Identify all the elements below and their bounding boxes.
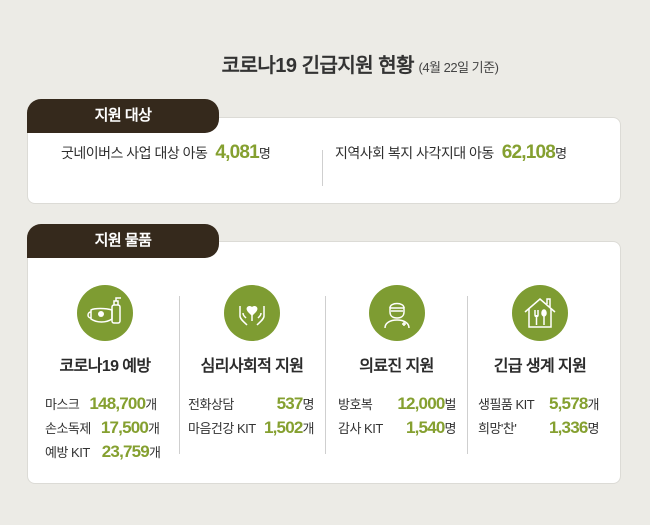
item-unit: 명: [302, 397, 315, 412]
house-meal-icon: [512, 285, 568, 341]
stat-unit: 명: [258, 146, 271, 161]
column-title: 심리사회적 지원: [200, 358, 304, 375]
hands-heart-icon: [224, 285, 280, 341]
target-section-tab: 지원 대상: [27, 99, 219, 133]
item-label: 전화상담: [188, 397, 234, 412]
item-label: 손소독제: [45, 421, 91, 436]
column-title: 의료진 지원: [359, 358, 434, 375]
stat-label: 지역사회 복지 사각지대 아동: [335, 145, 494, 161]
mask-sanitizer-icon: [77, 285, 133, 341]
column-title: 코로나19 예방: [59, 358, 151, 375]
item-unit: 개: [145, 397, 157, 412]
item-value: 148,700: [89, 394, 146, 413]
item-value: 537: [276, 394, 304, 413]
supply-item: 생필품 KIT 5,578 개: [478, 394, 600, 418]
item-value: 1,502: [263, 418, 303, 437]
item-unit: 명: [444, 421, 457, 436]
divider: [179, 296, 180, 454]
item-unit: 개: [148, 421, 160, 436]
title-main: 코로나19 긴급지원 현황: [221, 55, 415, 77]
item-label: 예방 KIT: [45, 445, 90, 460]
stat-value: 62,108: [501, 142, 556, 163]
supply-item: 감사 KIT 1,540 명: [338, 418, 457, 442]
supply-item: 마스크 148,700 개: [45, 394, 177, 418]
supply-column-psychosocial: 심리사회적 지원 전화상담 537 명 마음건강 KIT 1,502 개: [180, 285, 324, 442]
item-value: 23,759: [101, 442, 150, 461]
supply-section-tab: 지원 물품: [27, 224, 219, 258]
item-label: 희망'찬': [478, 421, 517, 436]
page-title: 코로나19 긴급지원 현황 (4월 22일 기준): [0, 49, 650, 78]
supply-item: 방호복 12,000 벌: [338, 394, 457, 418]
supply-item: 예방 KIT 23,759 개: [45, 442, 177, 466]
item-label: 감사 KIT: [338, 421, 383, 436]
item-value: 12,000: [397, 394, 445, 413]
item-value: 5,578: [548, 394, 588, 413]
supply-column-prevention: 코로나19 예방 마스크 148,700 개 손소독제 17,500 개 예방 KIT 2…: [33, 285, 177, 466]
stat-label: 굿네이버스 사업 대상 아동: [61, 145, 208, 161]
stat-unit: 명: [555, 146, 567, 161]
item-value: 1,336: [548, 418, 588, 437]
item-value: 17,500: [100, 418, 149, 437]
title-date: (4월 22일 기준): [418, 60, 499, 75]
divider: [325, 296, 326, 454]
item-unit: 개: [148, 445, 161, 460]
divider: [322, 150, 323, 186]
item-unit: 명: [587, 421, 600, 436]
divider: [467, 296, 468, 454]
item-label: 마스크: [45, 397, 80, 412]
supply-item: 마음건강 KIT 1,502 개: [188, 418, 315, 442]
item-label: 마음건강 KIT: [188, 421, 256, 436]
item-label: 생필품 KIT: [478, 397, 535, 412]
supply-column-livelihood: 긴급 생계 지원 생필품 KIT 5,578 개 희망'찬' 1,336 명: [468, 285, 612, 442]
supply-column-medical: 의료진 지원 방호복 12,000 벌 감사 KIT 1,540 명: [326, 285, 467, 442]
medical-staff-icon: [368, 285, 425, 341]
column-title: 긴급 생계 지원: [493, 358, 587, 375]
item-unit: 벌: [444, 397, 457, 412]
supply-item: 손소독제 17,500 개: [45, 418, 177, 442]
stat-community: 지역사회 복지 사각지대 아동 62,108 명: [335, 142, 567, 164]
item-label: 방호복: [338, 397, 373, 412]
supply-item: 전화상담 537 명: [188, 394, 315, 418]
supply-item: 희망'찬' 1,336 명: [478, 418, 600, 442]
item-value: 1,540: [405, 418, 445, 437]
item-unit: 개: [587, 397, 600, 412]
supply-section-card: [27, 241, 621, 484]
stat-goodneighbors: 굿네이버스 사업 대상 아동 4,081 명: [61, 142, 271, 164]
item-unit: 개: [302, 421, 315, 436]
stat-value: 4,081: [215, 142, 259, 163]
